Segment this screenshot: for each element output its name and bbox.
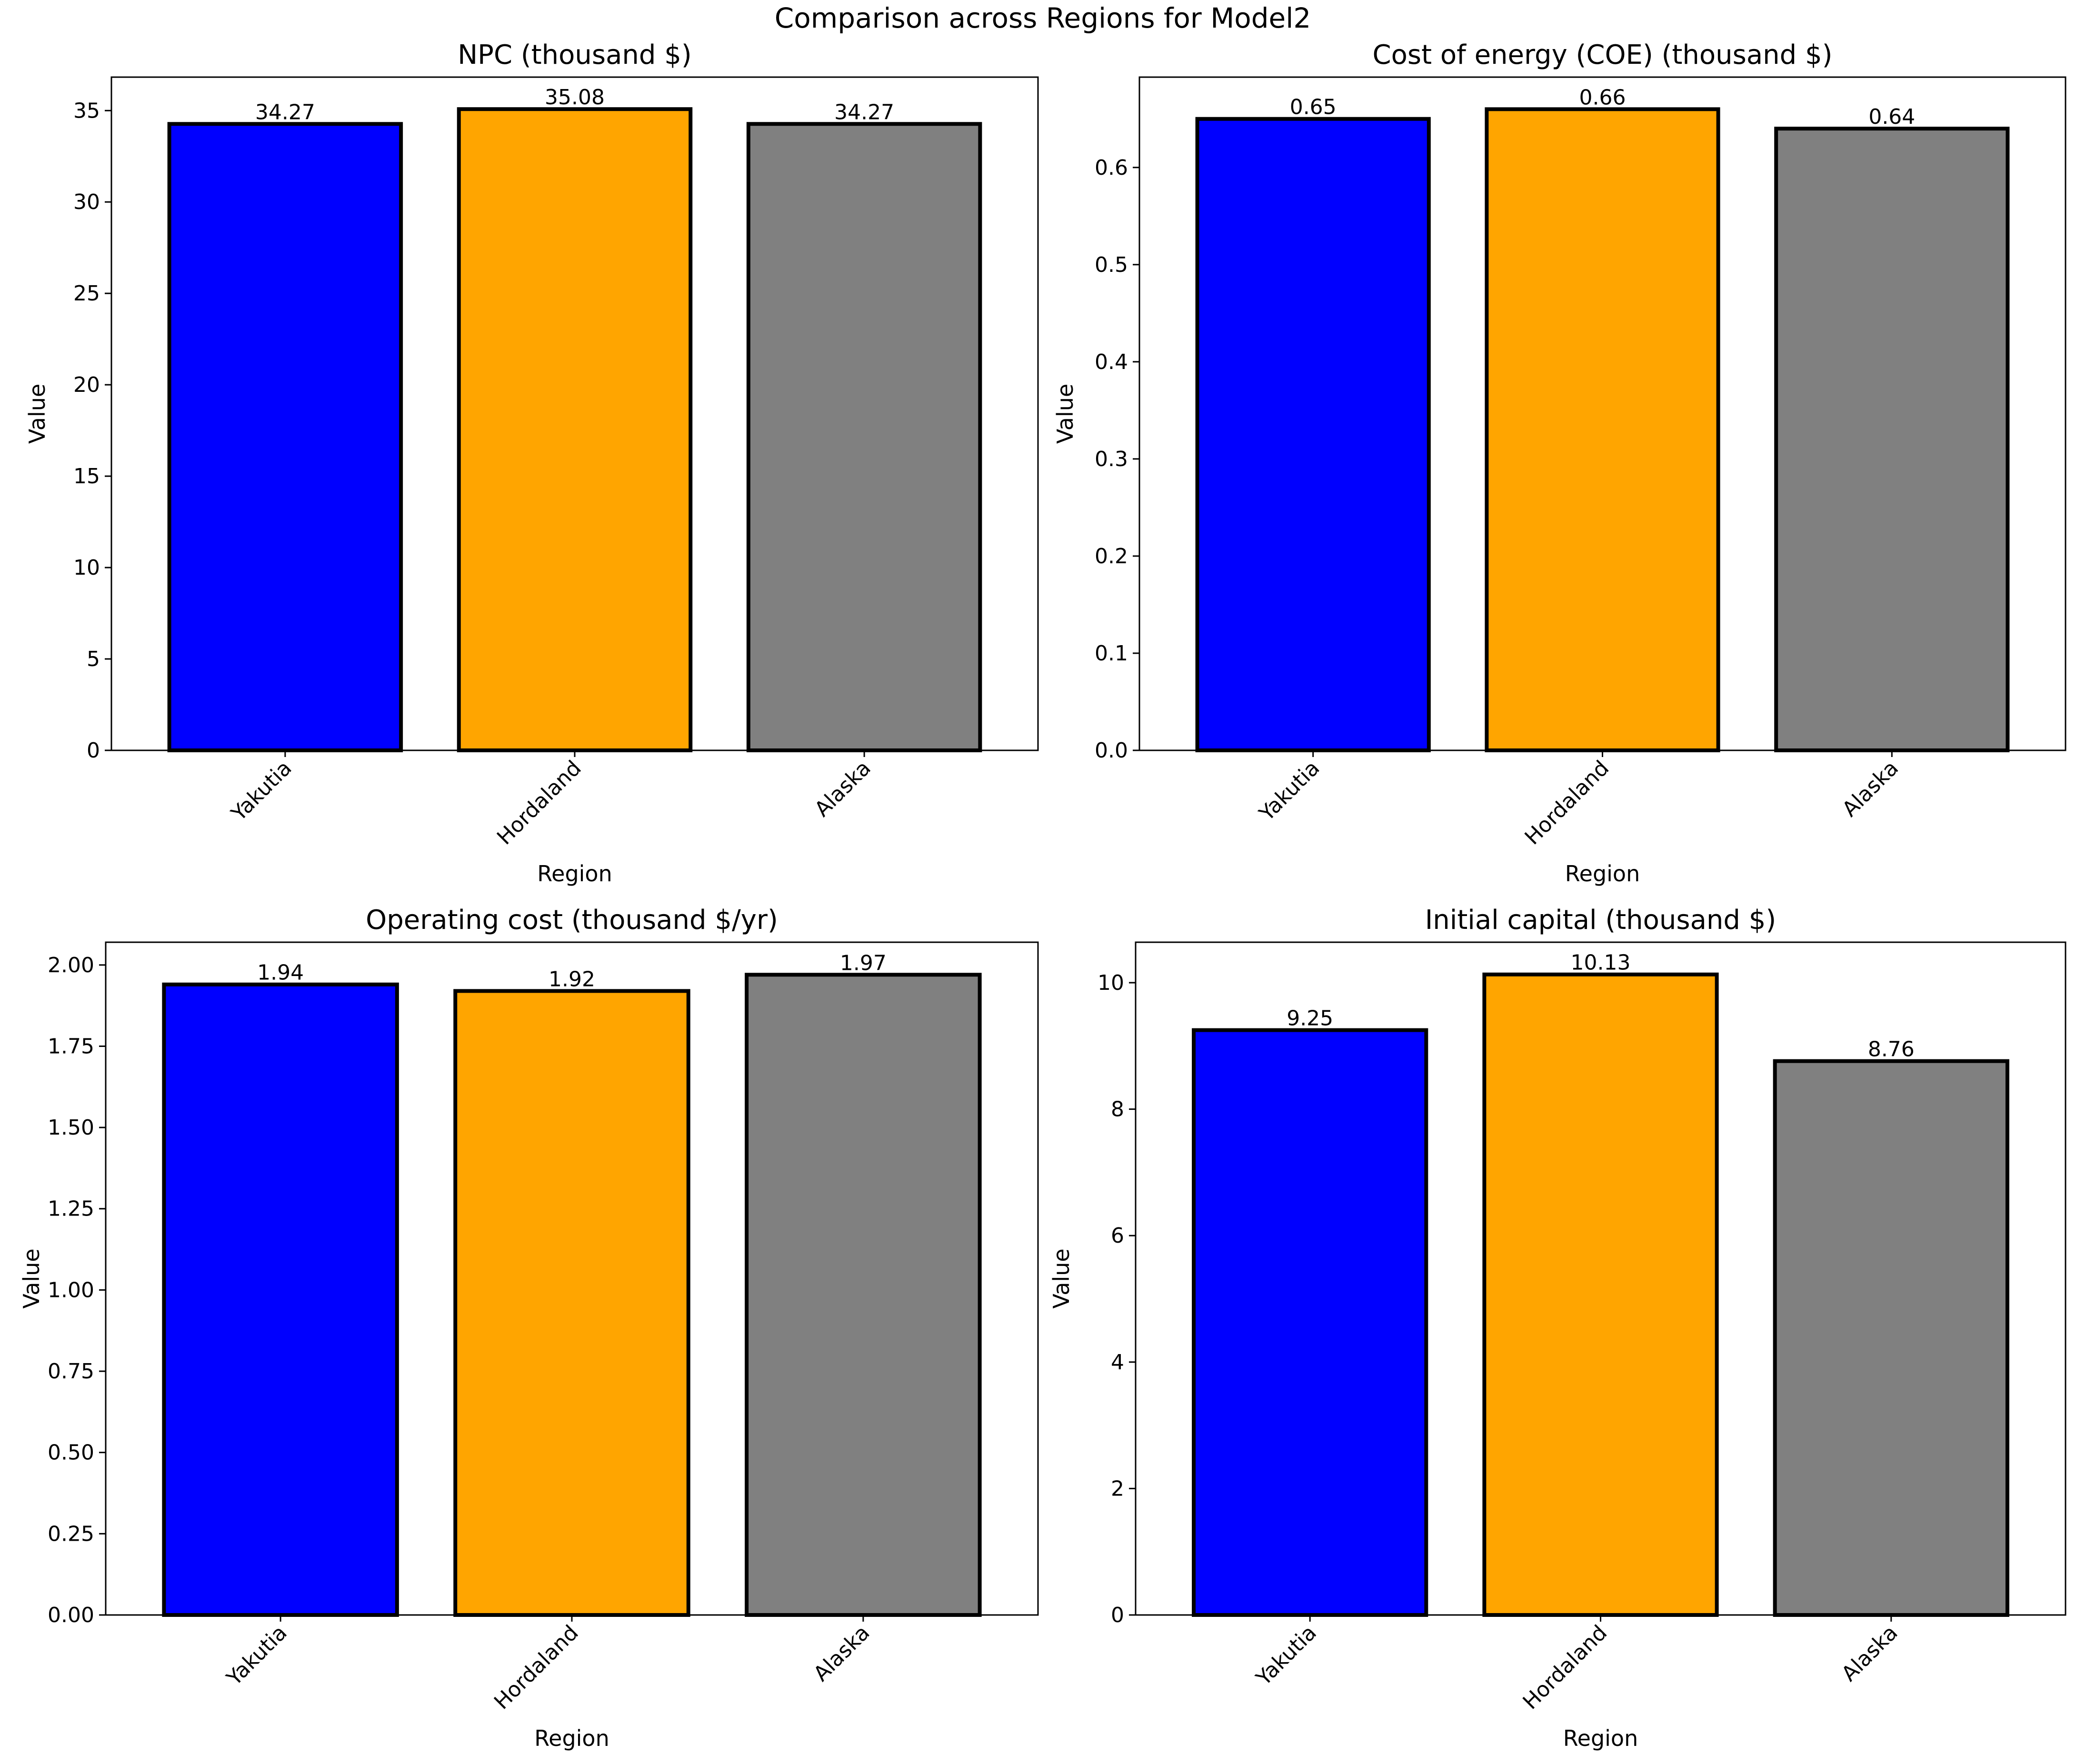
- chart-title: Initial capital (thousand $): [1425, 905, 1776, 936]
- data-label: 0.66: [1579, 85, 1626, 110]
- data-label: 10.13: [1571, 951, 1631, 975]
- chart-title: Operating cost (thousand $/yr): [366, 905, 778, 936]
- data-label: 34.27: [255, 100, 315, 124]
- chart-title: NPC (thousand $): [458, 40, 691, 70]
- y-tick-label: 0: [87, 738, 100, 763]
- x-axis-label: Region: [534, 1725, 609, 1751]
- x-tick-label: Yakutia: [226, 756, 296, 826]
- data-label: 34.27: [834, 100, 894, 124]
- y-tick-label: 0.00: [48, 1603, 94, 1627]
- y-tick-label: 2: [1111, 1476, 1124, 1501]
- data-label: 1.94: [257, 961, 304, 985]
- y-tick-label: 6: [1111, 1224, 1124, 1248]
- bar-hordaland: [1482, 972, 1719, 1617]
- bar-yakutia: [162, 982, 399, 1617]
- data-label: 8.76: [1868, 1037, 1915, 1062]
- x-tick-label: Hordaland: [489, 1621, 583, 1714]
- y-tick-label: 1.75: [48, 1034, 94, 1058]
- bar-yakutia: [1195, 117, 1431, 752]
- axes-frame: [1138, 76, 2066, 751]
- y-tick-label: 0.75: [48, 1359, 94, 1384]
- axes-frame: [1135, 941, 2066, 1616]
- y-tick-label: 30: [73, 190, 100, 214]
- x-axis-label: Region: [537, 861, 612, 887]
- bar-hordaland: [1485, 107, 1720, 752]
- y-tick-label: 8: [1111, 1097, 1124, 1122]
- bar-hordaland: [457, 107, 693, 752]
- bar-yakutia: [167, 122, 403, 753]
- y-tick-label: 10: [1098, 971, 1124, 995]
- y-tick-label: 1.50: [48, 1116, 94, 1140]
- y-axis-label: Value: [19, 1248, 44, 1308]
- y-tick-label: 4: [1111, 1350, 1124, 1375]
- y-tick-label: 0.4: [1095, 350, 1128, 374]
- bar-hordaland: [453, 989, 690, 1617]
- y-tick-label: 35: [73, 99, 100, 123]
- x-tick-label: Hordaland: [1518, 1621, 1612, 1714]
- x-axis-label: Region: [1565, 861, 1640, 887]
- axes-frame: [110, 76, 1039, 751]
- y-axis-label: Value: [24, 384, 50, 444]
- y-tick-label: 2.00: [48, 953, 94, 977]
- chart-coe: Cost of energy (COE) (thousand $) 0.65 Yak…: [1052, 40, 2066, 887]
- data-label: 1.92: [549, 967, 595, 991]
- y-tick-label: 0: [1111, 1603, 1124, 1627]
- y-tick-label: 15: [73, 464, 100, 488]
- y-tick-label: 0.0: [1095, 738, 1128, 763]
- x-tick-label: Yakutia: [1254, 756, 1324, 826]
- bar-alaska: [746, 122, 982, 753]
- bar-alaska: [1774, 127, 2010, 753]
- y-tick-label: 0.1: [1095, 641, 1128, 666]
- chart-title: Cost of energy (COE) (thousand $): [1373, 40, 1833, 70]
- y-tick-label: 0.2: [1095, 544, 1128, 568]
- y-axis-label: Value: [1048, 1248, 1074, 1308]
- y-tick-label: 0.25: [48, 1522, 94, 1546]
- data-label: 0.65: [1290, 95, 1337, 120]
- y-tick-label: 0.3: [1095, 447, 1128, 471]
- y-tick-label: 1.00: [48, 1278, 94, 1302]
- data-label: 35.08: [545, 85, 605, 110]
- x-tick-label: Hordaland: [492, 756, 586, 850]
- x-axis-label: Region: [1563, 1725, 1638, 1751]
- y-tick-label: 5: [87, 647, 100, 671]
- bar-alaska: [745, 973, 982, 1617]
- data-label: 9.25: [1287, 1007, 1333, 1031]
- data-label: 1.97: [840, 951, 887, 975]
- x-tick-label: Hordaland: [1520, 756, 1614, 850]
- x-tick-label: Yakutia: [222, 1621, 292, 1691]
- y-tick-label: 25: [73, 281, 100, 306]
- x-tick-label: Alaska: [1837, 756, 1903, 822]
- chart-operating-cost: Operating cost (thousand $/yr) 1.94 Yakuti…: [19, 905, 1039, 1751]
- chart-initial-capital: Initial capital (thousand $) 9.25 Yakutia 1…: [1048, 905, 2066, 1751]
- bar-alaska: [1773, 1059, 2009, 1617]
- y-tick-label: 20: [73, 373, 100, 397]
- y-tick-label: 10: [73, 556, 100, 580]
- y-axis-label: Value: [1052, 384, 1078, 444]
- x-tick-label: Alaska: [809, 1621, 875, 1686]
- bar-yakutia: [1192, 1028, 1428, 1617]
- x-tick-label: Yakutia: [1251, 1621, 1321, 1691]
- axes-frame: [105, 941, 1039, 1616]
- y-tick-label: 0.50: [48, 1441, 94, 1465]
- x-tick-label: Alaska: [810, 756, 876, 822]
- x-tick-label: Alaska: [1837, 1621, 1903, 1686]
- chart-npc: NPC (thousand $) 34.27 Yakutia 35.08 Hordala…: [24, 40, 1039, 887]
- y-tick-label: 1.25: [48, 1197, 94, 1221]
- y-tick-label: 0.5: [1095, 253, 1128, 277]
- figure-title: Comparison across Regions for Model2: [775, 2, 1311, 34]
- y-tick-label: 0.6: [1095, 156, 1128, 180]
- data-label: 0.64: [1868, 105, 1915, 129]
